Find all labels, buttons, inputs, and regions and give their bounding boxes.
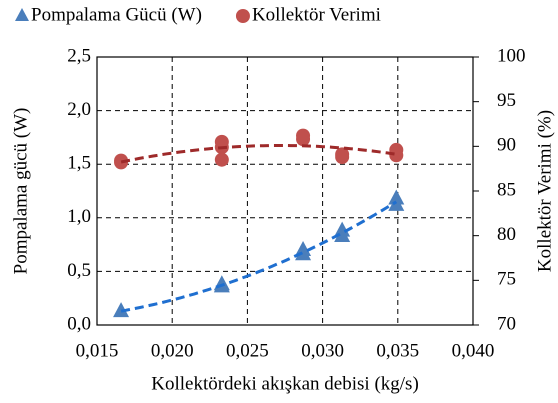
trendline — [120, 200, 398, 313]
y2-tick-label: 85 — [497, 179, 516, 200]
x-tick-label: 0,040 — [452, 340, 495, 361]
y2-axis-label: Kollektör Verimi (%) — [534, 110, 555, 272]
legend-label: Pompalama Gücü (W) — [31, 4, 202, 25]
y2-tick-label: 70 — [497, 313, 516, 334]
y2-tick-label: 75 — [497, 269, 516, 290]
point — [214, 152, 229, 167]
x-tick-label: 0,025 — [226, 340, 269, 361]
y-tick-label: 2,5 — [67, 45, 91, 66]
y-tick-label: 1,0 — [67, 206, 91, 227]
y2-tick-label: 95 — [497, 90, 516, 111]
y-tick-label: 0,5 — [67, 260, 91, 281]
point — [295, 240, 312, 256]
point — [335, 147, 350, 162]
legend-label: Kollektör Verimi — [252, 4, 381, 25]
point — [213, 275, 230, 291]
y-tick-label: 1,5 — [67, 153, 91, 174]
point — [113, 302, 130, 318]
point — [388, 189, 405, 205]
plot-frame — [96, 56, 474, 326]
x-tick-label: 0,020 — [151, 340, 194, 361]
x-tick-label: 0,035 — [376, 340, 419, 361]
y2-tick-label: 90 — [497, 135, 516, 156]
y2-tick-label: 80 — [497, 224, 516, 245]
y-tick-label: 0,0 — [67, 313, 91, 334]
point — [334, 221, 351, 237]
point — [214, 134, 229, 149]
legend-marker — [235, 9, 250, 23]
x-tick-label: 0,015 — [76, 340, 119, 361]
x-axis-label: Kollektördeki akışkan debisi (kg/s) — [151, 373, 419, 394]
x-tick-label: 0,030 — [301, 340, 344, 361]
y2-tick-label: 100 — [497, 45, 526, 66]
trendline — [120, 144, 397, 164]
y-axis-label: Pompalama gücü (W) — [10, 108, 31, 275]
point — [296, 128, 311, 143]
y-tick-label: 2,0 — [67, 99, 91, 120]
legend-marker — [15, 8, 29, 21]
